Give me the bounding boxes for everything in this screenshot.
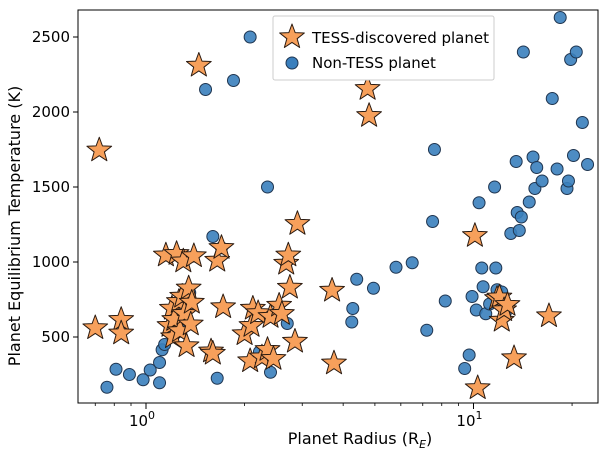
tess-point — [536, 302, 562, 328]
legend-label-tess: TESS-discovered planet — [311, 29, 489, 47]
tess-point — [245, 299, 271, 325]
tess-point — [180, 242, 207, 268]
non-tess-point — [489, 261, 503, 275]
non-tess-point — [475, 261, 489, 275]
tess-point — [277, 274, 303, 299]
tess-point — [108, 319, 135, 345]
non-tess-point — [350, 272, 364, 286]
non-tess-point — [153, 356, 167, 369]
legend: TESS-discovered planet Non-TESS planet — [272, 15, 495, 81]
tess-point — [199, 340, 226, 365]
tess-point — [177, 310, 204, 336]
x-axis-label: Planet Radius (RE) — [288, 429, 433, 451]
x-tick-label: 101 — [456, 409, 482, 430]
legend-star-marker — [279, 23, 305, 49]
tess-point — [284, 210, 311, 235]
axis-ticks: 500 1000 1500 2000 2500 100 101 — [32, 28, 573, 430]
tess-point — [501, 344, 527, 370]
tess-point — [208, 234, 235, 259]
non-tess-point — [545, 92, 559, 105]
tess-point — [462, 222, 488, 247]
non-tess-point — [476, 280, 490, 294]
non-tess-point — [206, 230, 220, 243]
y-tick-label: 1000 — [32, 253, 70, 271]
y-axis-label: Planet Equilibrium Temperature (K) — [5, 86, 24, 366]
tess-point — [260, 345, 287, 370]
non-tess-point — [581, 158, 595, 171]
y-tick-label: 500 — [41, 328, 70, 346]
non-tess-point — [553, 11, 567, 24]
non-tess-point — [427, 143, 441, 156]
non-tess-point — [261, 180, 275, 194]
x-axis-label-close: ) — [426, 429, 432, 448]
non-tess-point — [143, 363, 157, 377]
legend-star — [279, 23, 305, 49]
non-tess-point — [366, 281, 380, 295]
non-tess-point — [462, 348, 476, 362]
non-tess-point — [226, 74, 240, 87]
tess-point — [86, 136, 113, 162]
non-tess-point — [561, 174, 575, 188]
y-tick-label: 2000 — [32, 103, 70, 121]
legend-circle — [285, 56, 299, 70]
non-tess-point — [465, 290, 479, 303]
tess-point — [269, 300, 295, 325]
tess-point — [464, 374, 491, 400]
non-tess-point — [569, 45, 583, 59]
non-tess-point — [566, 149, 580, 162]
non-tess-point — [109, 362, 123, 376]
non-tess-point — [389, 260, 403, 274]
non-tess-point — [575, 116, 589, 129]
non-tess-point — [488, 180, 502, 194]
x-tick-label: 100 — [129, 409, 155, 430]
non-tess-point — [210, 371, 224, 385]
legend-label-non-tess: Non-TESS planet — [312, 54, 436, 72]
non-tess-point — [345, 315, 359, 329]
tess-point — [275, 241, 302, 267]
non-tess-point — [522, 195, 536, 209]
non-tess-point — [199, 83, 213, 96]
x-axis-label-sub: E — [419, 438, 426, 451]
y-tick-label: 1500 — [32, 178, 70, 196]
tess-point — [210, 293, 236, 319]
tess-point — [175, 274, 202, 300]
non-tess-point — [426, 215, 440, 228]
non-tess-point — [550, 162, 564, 176]
legend-box — [272, 15, 495, 81]
tess-point — [354, 75, 381, 100]
non-tess-point — [509, 155, 523, 168]
non-tess-point — [516, 45, 530, 59]
non-tess-point — [512, 224, 526, 237]
non-tess-point — [243, 30, 257, 44]
tess-point — [282, 328, 308, 353]
non-tess-point — [438, 294, 452, 308]
tess-point — [185, 52, 212, 77]
tess-point — [238, 312, 265, 337]
non-tess-point — [153, 376, 167, 390]
legend-circle-marker — [285, 56, 299, 70]
non-tess-point — [458, 362, 472, 375]
tess-point — [178, 289, 205, 314]
non-tess-point — [122, 368, 136, 381]
tess-point — [494, 291, 521, 316]
non-tess-point — [535, 174, 549, 188]
tess-point — [321, 349, 347, 375]
y-tick-label: 2500 — [32, 28, 70, 46]
x-axis-label-main: Planet Radius (R — [288, 429, 419, 448]
tess-point — [356, 102, 382, 127]
data-points — [82, 11, 595, 400]
tess-point — [319, 277, 345, 302]
non-tess-point — [100, 380, 114, 394]
tess-point — [488, 307, 515, 332]
non-tess-point — [420, 323, 434, 337]
tess-point — [173, 332, 200, 358]
non-tess-point — [530, 161, 544, 174]
tess-point — [82, 314, 109, 340]
non-tess-point — [514, 210, 528, 224]
non-tess-point — [346, 302, 360, 315]
non-tess-point — [136, 373, 150, 387]
non-tess-point — [405, 256, 419, 270]
non-tess-point — [472, 196, 486, 210]
